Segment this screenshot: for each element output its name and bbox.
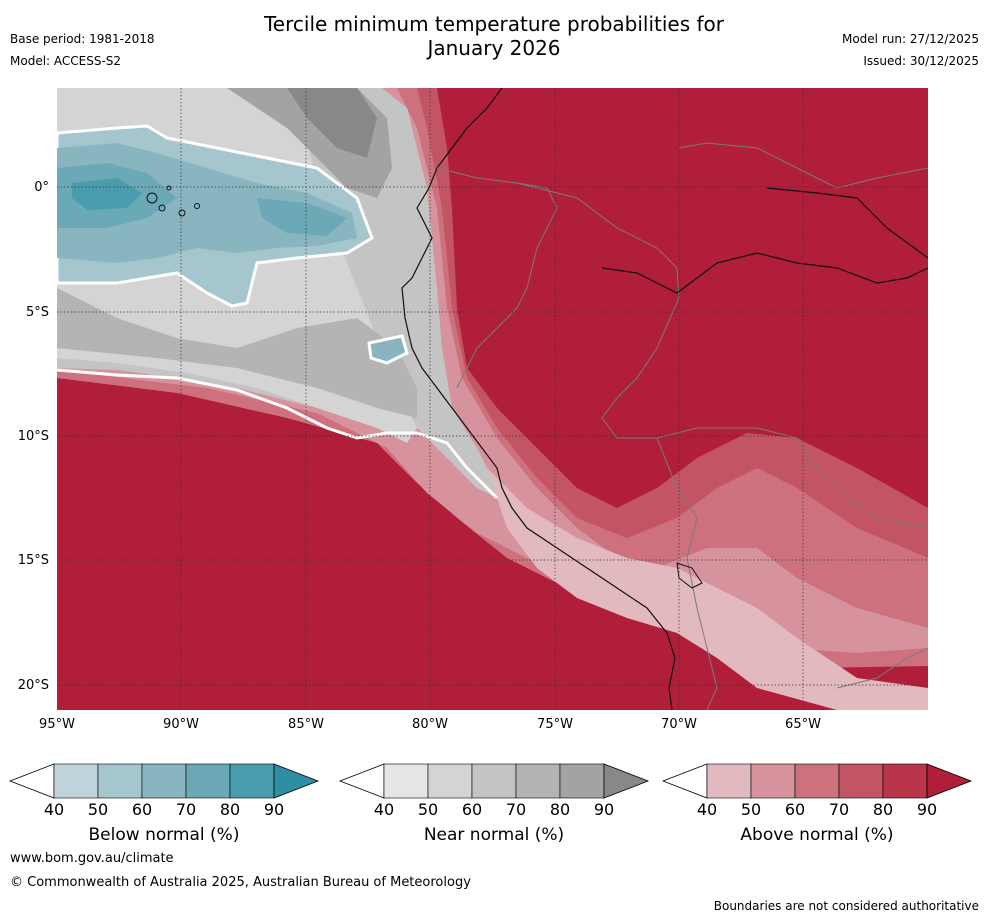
colorbar-segment <box>750 763 796 799</box>
lon-label-80w: 80°W <box>412 717 448 732</box>
title-line-2: January 2026 <box>427 36 561 60</box>
tick: 50 <box>740 800 762 819</box>
tick: 50 <box>87 800 109 819</box>
boundaries-disclaimer: Boundaries are not considered authoritat… <box>713 899 979 913</box>
colorbar-under-triangle <box>8 763 55 799</box>
colorbar-under-triangle <box>661 763 708 799</box>
colorbar-ticks-near: 40 50 60 70 80 90 <box>338 800 650 822</box>
galapagos-islands <box>146 185 200 217</box>
tick: 90 <box>916 800 938 819</box>
above-normal-palest-band <box>487 468 928 710</box>
country-borders <box>436 142 928 710</box>
colorbar-segment <box>515 763 561 799</box>
colorbar-title-above: Above normal (%) <box>740 825 894 845</box>
colorbar-over-triangle <box>603 763 650 799</box>
tick: 40 <box>373 800 395 819</box>
colorbar-segment <box>471 763 517 799</box>
tick: 80 <box>872 800 894 819</box>
tick: 90 <box>593 800 615 819</box>
tick: 60 <box>461 800 483 819</box>
colorbar-ticks-above: 40 50 60 70 80 90 <box>661 800 973 822</box>
colorbar-segment <box>427 763 473 799</box>
lat-label-15s: 15°S <box>17 553 49 568</box>
colorbar-segment <box>794 763 840 799</box>
colorbar-segment <box>53 763 99 799</box>
colorbar-under-triangle <box>338 763 385 799</box>
colorbar-below-normal <box>8 763 320 799</box>
tick: 40 <box>43 800 65 819</box>
lon-label-90w: 90°W <box>163 717 199 732</box>
title-line-1: Tercile minimum temperature probabilitie… <box>263 12 725 36</box>
colorbar-segment <box>141 763 187 799</box>
tick: 60 <box>131 800 153 819</box>
colorbar-segment <box>838 763 884 799</box>
coastline <box>401 88 676 710</box>
near-normal-darkest-patch <box>287 88 377 158</box>
meta-right: Model run: 27/12/2025 Issued: 30/12/2025 <box>842 28 979 72</box>
lon-label-70w: 70°W <box>661 717 697 732</box>
lat-label-0: 0° <box>34 180 49 195</box>
colorbar-title-below: Below normal (%) <box>88 825 240 845</box>
tick: 40 <box>696 800 718 819</box>
lon-label-85w: 85°W <box>288 717 324 732</box>
colorbar-title-near: Near normal (%) <box>423 825 565 845</box>
model-name: Model: ACCESS-S2 <box>10 54 122 68</box>
colorbar-segment <box>882 763 928 799</box>
tick: 50 <box>417 800 439 819</box>
lat-label-5s: 5°S <box>25 305 49 320</box>
probability-map <box>57 88 928 710</box>
meta-left: Base period: 1981-2018 Model: ACCESS-S2 <box>10 28 155 72</box>
lon-label-65w: 65°W <box>785 717 821 732</box>
issued-date: Issued: 30/12/2025 <box>863 54 979 68</box>
lat-label-20s: 20°S <box>17 678 49 693</box>
below-normal-strong <box>57 163 347 236</box>
base-period: Base period: 1981-2018 <box>10 32 155 46</box>
tick: 80 <box>219 800 241 819</box>
tick: 70 <box>828 800 850 819</box>
tick: 80 <box>549 800 571 819</box>
near-normal-mid-patch <box>57 288 417 418</box>
website-link[interactable]: www.bom.gov.au/climate <box>10 851 174 866</box>
colorbar-segment <box>559 763 605 799</box>
tick: 90 <box>263 800 285 819</box>
below-normal-small-patch <box>367 334 409 365</box>
map-title: Tercile minimum temperature probabilitie… <box>0 12 988 60</box>
colorbar-segment <box>185 763 231 799</box>
colorbar-over-triangle <box>926 763 973 799</box>
colorbar-near-normal <box>338 763 650 799</box>
tick: 70 <box>505 800 527 819</box>
tick: 70 <box>175 800 197 819</box>
lon-label-95w: 95°W <box>39 717 75 732</box>
colorbar-segment <box>97 763 143 799</box>
colorbar-over-triangle <box>273 763 320 799</box>
below-normal-strongest <box>72 178 142 210</box>
colorbar-segment <box>383 763 429 799</box>
amazon-river <box>601 187 928 294</box>
lon-label-75w: 75°W <box>537 717 573 732</box>
lat-label-10s: 10°S <box>17 429 49 444</box>
colorbar-segment <box>706 763 752 799</box>
colorbar-above-normal <box>661 763 973 799</box>
colorbar-ticks-below: 40 50 60 70 80 90 <box>8 800 320 822</box>
colorbar-segment <box>229 763 275 799</box>
near-normal-contour <box>57 368 499 500</box>
gridlines <box>57 88 928 710</box>
tick: 60 <box>784 800 806 819</box>
copyright-notice: © Commonwealth of Australia 2025, Austra… <box>10 875 471 890</box>
model-run: Model run: 27/12/2025 <box>841 32 979 46</box>
